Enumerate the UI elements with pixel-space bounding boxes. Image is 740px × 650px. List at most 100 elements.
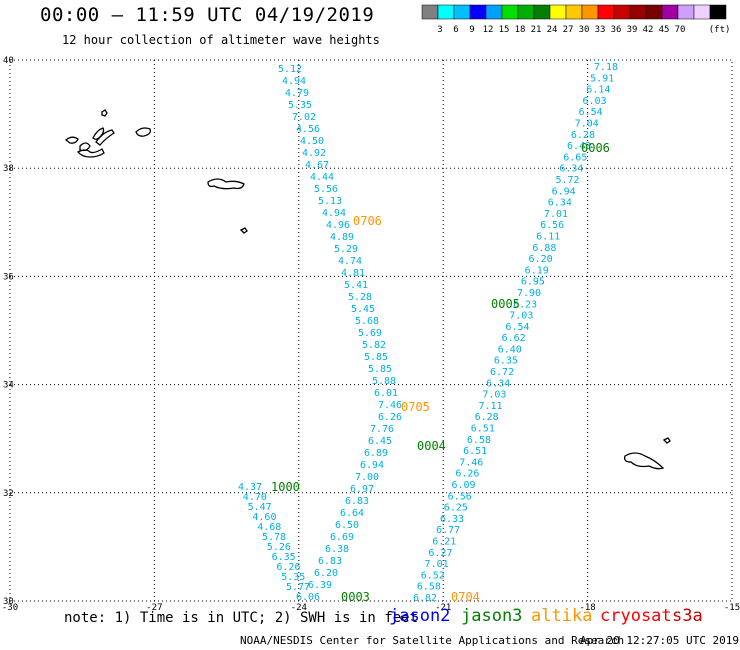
descending-track-value: 6.38 [325, 544, 349, 555]
jason3-time-label: 0003 [341, 590, 370, 604]
map-frame [9, 59, 733, 602]
map-gridlines [10, 60, 732, 601]
ascending-track-value: 5.72 [555, 175, 579, 186]
descending-track-value: 6.97 [350, 484, 374, 495]
lower-track-value: 4.37 [238, 482, 262, 493]
descending-track-value: 5.35 [288, 100, 312, 111]
descending-track-value: 6.39 [308, 580, 332, 591]
ascending-track-value: 6.19 [525, 265, 549, 276]
ascending-track-value: 7.18 [594, 62, 618, 73]
island-outline [76, 148, 105, 158]
ascending-track-value: 7.03 [509, 311, 533, 322]
ascending-track-value: 7.11 [478, 401, 502, 412]
descending-track-value: 5.88 [372, 376, 396, 387]
descending-track-value: 6.06 [296, 592, 320, 603]
ascending-track-value: 7.01 [544, 209, 568, 220]
swh-values: 7.185.916.146.036.547.046.286.436.656.34… [238, 62, 618, 604]
wave-height-colorbar: 3 6 9 12 15 18 21 24 27 30 33 36 39 42 45 70 (ft) [421, 4, 730, 35]
island-coastlines [64, 109, 671, 470]
descending-track-value: 5.12 [278, 64, 302, 75]
island-outline [95, 129, 115, 146]
descending-track-value: 6.26 [378, 412, 402, 423]
jason3-time-label: 0005 [491, 297, 520, 311]
ascending-track-value: 6.34 [559, 164, 583, 175]
ascending-track-value: 6.33 [440, 514, 464, 525]
lower-track-value: 4.70 [243, 492, 267, 503]
ascending-track-value: 6.52 [421, 570, 445, 581]
island-outline [623, 452, 665, 470]
ascending-track-value: 6.09 [452, 480, 476, 491]
longitude-label: -15 [724, 603, 740, 613]
ascending-track-value: 6.35 [494, 356, 518, 367]
island-outline [101, 109, 108, 117]
ascending-track-value: 6.27 [428, 548, 452, 559]
ascending-track-value: 6.65 [563, 152, 587, 163]
descending-track-value: 4.79 [285, 88, 309, 99]
descending-track-value: 5.41 [344, 280, 368, 291]
island-outline [207, 178, 245, 190]
legend-jason3: jason3 [461, 606, 523, 626]
ascending-track-value: 6.54 [505, 322, 529, 333]
colorbar-label: 24 [547, 25, 558, 35]
ascending-track-value: 7.03 [482, 390, 506, 401]
ascending-track-value: 6.20 [529, 254, 553, 265]
colorbar-label: 27 [563, 25, 574, 35]
longitude-label: -18 [579, 603, 595, 613]
ascending-track-value: 6.51 [471, 424, 495, 435]
lower-track-value: 5.35 [281, 572, 305, 583]
descending-track-value: 4.94 [322, 208, 346, 219]
footer-date: Apr 20 12:27:05 UTC 2019 [580, 634, 739, 647]
descending-track-value: 5.69 [358, 328, 382, 339]
colorbar-label: 12 [483, 25, 494, 35]
descending-track-value: 5.28 [348, 292, 372, 303]
descending-track-value: 6.89 [364, 448, 388, 459]
ascending-track-value: 6.88 [532, 243, 556, 254]
colorbar-label: 21 [531, 25, 542, 35]
legend-altika: altika [531, 606, 593, 626]
latitude-label: 38 [3, 164, 14, 174]
map-title: 00:00 – 11:59 UTC 04/19/2019 [40, 4, 375, 26]
island-outline [135, 127, 152, 137]
ascending-track-value: 6.94 [552, 186, 576, 197]
ascending-track-value: 6.14 [586, 85, 610, 96]
ascending-track-value: 6.11 [536, 231, 560, 242]
colorbar-label: 3 [437, 25, 442, 35]
ascending-track-value: 6.77 [436, 525, 460, 536]
ascending-track-value: 5.91 [590, 73, 614, 84]
map-border [9, 59, 733, 602]
altika-time-label: 0704 [451, 590, 480, 604]
descending-track-value: 6.69 [330, 532, 354, 543]
ascending-track-value: 6.82 [413, 593, 437, 604]
ascending-track-value: 7.01 [425, 559, 449, 570]
ascending-track-value: 6.56 [540, 220, 564, 231]
latitude-label: 40 [3, 56, 14, 66]
descending-track-value: 5.29 [334, 244, 358, 255]
altika-time-label: 0706 [353, 214, 382, 228]
descending-track-value: 4.67 [305, 160, 329, 171]
colorbar-label: 70 [675, 25, 686, 35]
colorbar-label: 30 [579, 25, 590, 35]
colorbar-label: 36 [611, 25, 622, 35]
ascending-track-value: 6.54 [579, 107, 603, 118]
descending-track-value: 5.82 [362, 340, 386, 351]
colorbar-swatch [709, 4, 727, 20]
ascending-track-value: 6.43 [567, 141, 591, 152]
descending-track-value: 7.76 [370, 424, 394, 435]
latitude-label: 32 [3, 489, 14, 499]
descending-track-value: 4.89 [330, 232, 354, 243]
longitude-label: -24 [291, 603, 307, 613]
island-outline [92, 127, 105, 140]
ascending-track-value: 6.34 [486, 378, 510, 389]
ascending-track-value: 6.58 [417, 582, 441, 593]
descending-track-value: 6.94 [360, 460, 384, 471]
footer-credit: NOAA/NESDIS Center for Satellite Applica… [240, 634, 625, 647]
jason3-time-label: 1000 [271, 480, 300, 494]
colorbar-label: 9 [469, 25, 474, 35]
island-outline [64, 136, 79, 144]
ascending-track-value: 7.90 [517, 288, 541, 299]
descending-track-value: 6.50 [335, 520, 359, 531]
ascending-track-value: 6.34 [548, 198, 572, 209]
descending-track-value: 6.01 [374, 388, 398, 399]
ascending-track-value: 6.40 [498, 344, 522, 355]
